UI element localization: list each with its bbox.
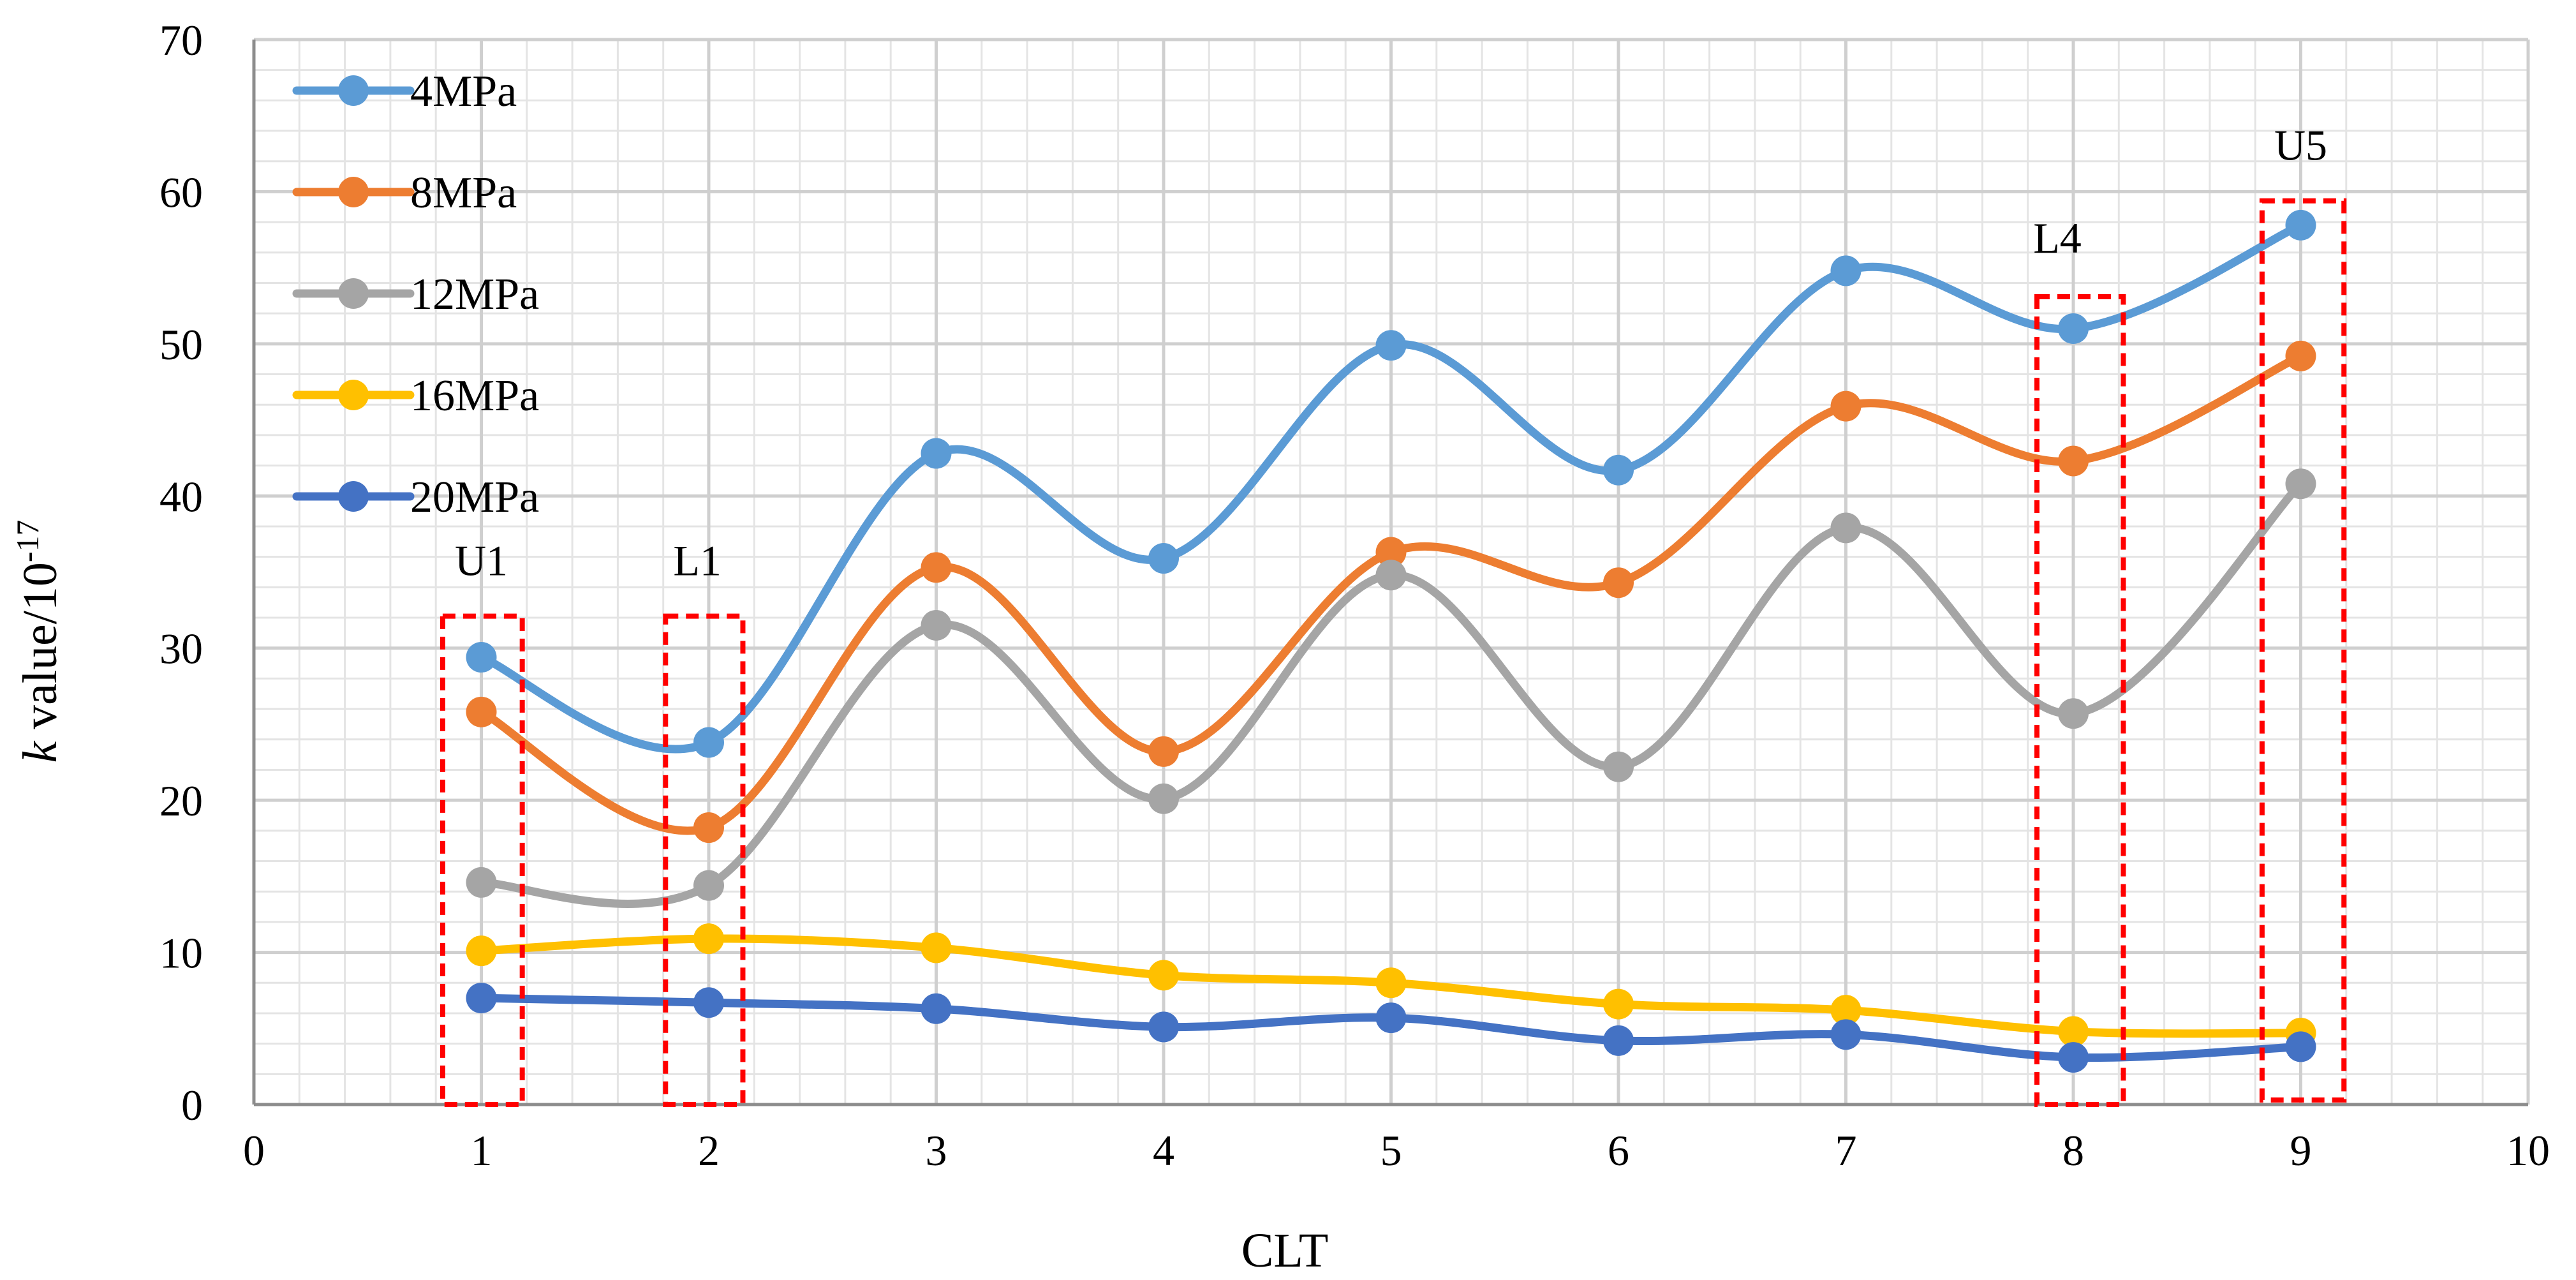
data-point-4MPa-4 [1148,543,1179,574]
legend-marker-16MPa [338,380,369,410]
annotation-boxes: U1 L1 L4 U5 [440,121,2347,1107]
annotation-label-L1: L1 [673,536,722,584]
data-point-12MPa-7 [1830,512,1862,544]
data-point-12MPa-3 [921,609,952,641]
annotation-box-L4 [2034,294,2126,1107]
data-point-12MPa-9 [2285,468,2316,500]
data-point-20MPa-1 [466,983,497,1014]
legend-label-4MPa: 4MPa [410,67,517,116]
series-line-4MPa [477,221,2305,754]
axes [252,40,2528,1106]
data-point-12MPa-2 [693,870,724,901]
data-point-20MPa-6 [1603,1025,1634,1056]
x-tick-label: 8 [2062,1126,2084,1175]
data-point-4MPa-9 [2285,209,2316,241]
x-tick-label: 0 [243,1126,265,1175]
x-tick-label: 5 [1381,1126,1402,1175]
y-axis-title-text: value/10 [13,562,67,741]
data-point-16MPa-6 [1603,988,1634,1020]
annotation-box-L1 [663,613,746,1107]
x-tick-label: 7 [1835,1126,1857,1175]
data-point-4MPa-8 [2058,313,2089,345]
data-point-4MPa-2 [693,727,724,758]
data-point-4MPa-6 [1603,454,1634,486]
y-axis-title: k value/10-17 [10,519,67,763]
annotation-label-L4: L4 [2033,214,2082,262]
data-point-12MPa-5 [1375,560,1407,591]
data-point-20MPa-9 [2285,1031,2316,1062]
y-tick-label: 40 [159,472,203,521]
data-point-12MPa-8 [2058,698,2089,729]
data-point-8MPa-7 [1830,391,1862,422]
y-tick-label: 10 [159,929,203,978]
data-point-16MPa-3 [921,932,952,964]
data-point-16MPa-7 [1830,995,1862,1026]
data-point-16MPa-2 [693,923,724,955]
series-line-8MPa [477,352,2305,835]
y-tick-label: 60 [159,168,203,216]
y-tick-label: 20 [159,777,203,825]
data-point-8MPa-6 [1603,567,1634,599]
y-tick-label: 70 [159,16,203,64]
data-point-8MPa-5 [1375,537,1407,568]
data-point-4MPa-5 [1375,330,1407,361]
data-point-8MPa-3 [921,552,952,583]
data-point-16MPa-1 [466,935,497,967]
data-point-8MPa-1 [466,696,497,727]
data-point-20MPa-2 [693,987,724,1018]
x-tick-label: 2 [698,1126,720,1175]
data-point-20MPa-4 [1148,1011,1179,1043]
data-point-16MPa-4 [1148,960,1179,991]
legend-label-16MPa: 16MPa [410,371,539,420]
series-points [466,209,2316,1073]
data-point-16MPa-5 [1375,967,1407,999]
data-point-12MPa-6 [1603,751,1634,782]
x-tick-label: 9 [2290,1126,2312,1175]
legend-marker-4MPa [338,75,369,106]
data-point-4MPa-3 [921,438,952,469]
x-tick-label: 3 [926,1126,947,1175]
annotation-label-U5: U5 [2274,121,2327,169]
data-point-20MPa-5 [1375,1002,1407,1034]
legend-label-8MPa: 8MPa [410,168,517,218]
y-tick-labels: 0 10 20 30 40 50 60 70 [159,16,203,1129]
y-tick-label: 30 [159,625,203,673]
x-axis-title: CLT [1241,1224,1329,1277]
data-point-4MPa-7 [1830,255,1862,287]
data-point-12MPa-1 [466,867,497,898]
data-point-20MPa-7 [1830,1019,1862,1050]
y-axis-title-italic: k [13,741,67,763]
annotation-label-U1: U1 [455,536,508,584]
legend-marker-8MPa [338,177,369,207]
major-gridlines [252,38,2530,1106]
x-tick-label: 4 [1153,1126,1174,1175]
x-tick-labels: 0 1 2 3 4 5 6 7 8 9 10 [243,1126,2550,1175]
data-point-12MPa-4 [1148,783,1179,814]
annotation-box-U5 [2259,198,2347,1103]
data-point-16MPa-8 [2058,1016,2089,1047]
y-tick-label: 0 [181,1081,203,1129]
data-point-8MPa-9 [2285,340,2316,371]
y-axis-title-exponent: -17 [10,519,45,562]
data-point-20MPa-3 [921,993,952,1024]
legend-label-12MPa: 12MPa [410,270,539,319]
data-point-20MPa-8 [2058,1042,2089,1073]
legend-label-20MPa: 20MPa [410,473,539,522]
data-point-4MPa-1 [466,642,497,673]
legend-marker-12MPa [338,278,369,309]
data-point-8MPa-4 [1148,736,1179,767]
data-point-8MPa-2 [693,812,724,844]
legend: 4MPa 8MPa 12MPa 16MPa 20MPa [292,67,539,522]
legend-marker-20MPa [338,481,369,512]
data-point-8MPa-8 [2058,445,2089,477]
y-tick-label: 50 [159,320,203,369]
x-tick-label: 10 [2506,1126,2550,1175]
x-tick-label: 1 [471,1126,492,1175]
x-tick-label: 6 [1608,1126,1629,1175]
